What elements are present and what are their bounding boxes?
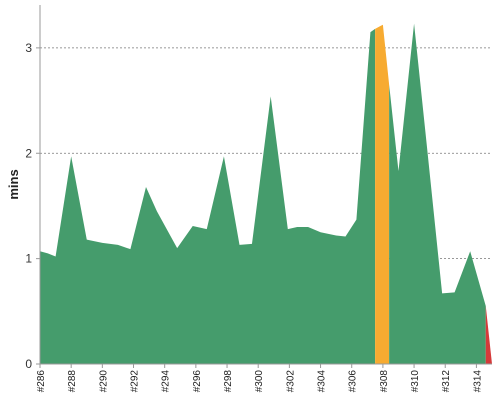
x-tick-label: #312 <box>441 370 452 393</box>
y-tick-label: 3 <box>25 41 32 55</box>
x-tick-label: #290 <box>98 370 109 393</box>
y-tick-label: 0 <box>25 357 32 371</box>
x-tick-label: #294 <box>161 370 172 393</box>
x-tick-label: #306 <box>348 370 359 393</box>
area-segment-failed <box>485 306 492 364</box>
area-segment-unstable <box>375 24 390 364</box>
x-tick-label: #302 <box>285 370 296 393</box>
y-tick-label: 1 <box>25 252 32 266</box>
y-axis-label: mins <box>6 169 21 199</box>
area-layer <box>40 23 492 365</box>
x-tick-label: #304 <box>317 370 328 393</box>
x-tick-label: #310 <box>410 370 421 393</box>
x-tick-label: #288 <box>67 370 78 393</box>
y-tick-label: 2 <box>25 146 32 160</box>
x-tick-label: #296 <box>192 370 203 393</box>
x-tick-label: #308 <box>379 370 390 393</box>
x-tick-label: #286 <box>36 370 47 393</box>
label-layer: mins 0 1 2 3 #286 #288 #290 #292 #294 #296 #298 #30… <box>6 41 483 392</box>
axis-layer <box>36 5 492 368</box>
x-tick-label: #298 <box>223 370 234 393</box>
area-segment-success <box>40 28 376 365</box>
x-tick-label: #300 <box>254 370 265 393</box>
x-tick-label: #292 <box>130 370 141 393</box>
x-tick-label: #314 <box>472 370 483 393</box>
area-segment-success <box>389 23 486 364</box>
